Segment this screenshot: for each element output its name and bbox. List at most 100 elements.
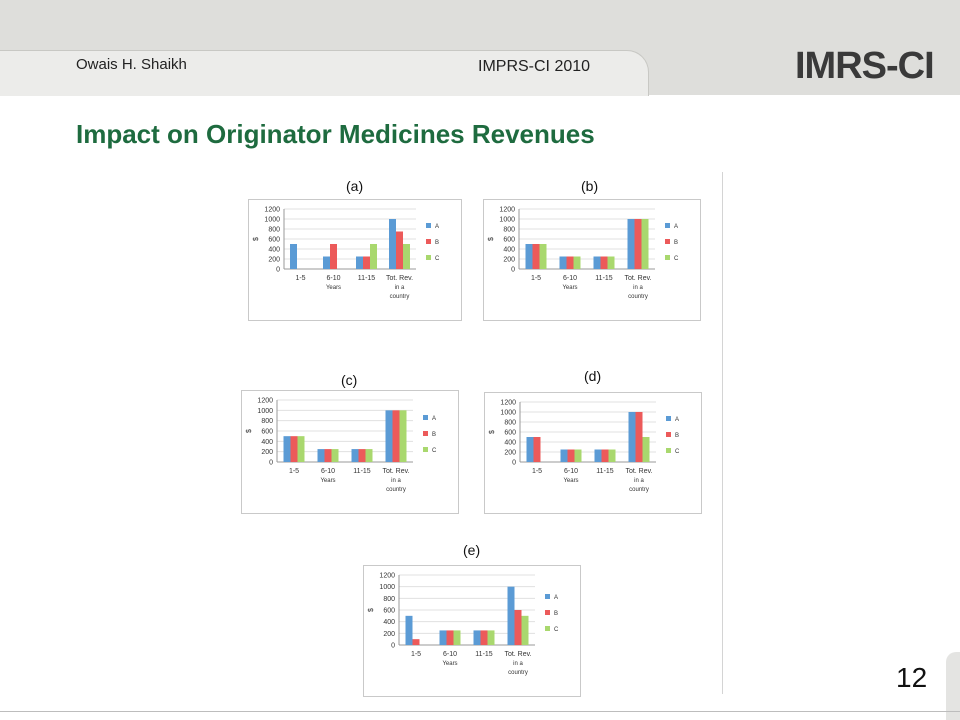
legend-label: C [435,256,440,262]
bar-c [607,256,615,269]
y-tick-label: 0 [512,460,516,467]
bar-a [356,256,363,269]
slide-title: Impact on Originator Medicines Revenues [76,119,595,149]
x-tick-label: 6-10 [326,275,340,282]
y-tick-label: 400 [503,247,515,254]
legend-swatch [665,239,670,244]
y-tick-label: 1200 [499,207,515,214]
bar-b [358,449,366,462]
legend-swatch [666,432,671,437]
footer-line [0,711,960,712]
y-tick-label: 1000 [264,217,280,224]
chart-panel-d: (d) 0 200 400 600 800 1000 1200 $1-5 6-10 11-15 To… [484,368,702,514]
legend-swatch [426,223,431,228]
x-tick-label: 1-5 [289,468,299,475]
legend-label: A [674,224,678,230]
panel-label-c: (c) [341,372,358,388]
x-tick-label: country [386,487,406,493]
author-name: Owais H. Shaikh [76,56,187,73]
x-tick-label: 1-5 [532,468,542,475]
bar-b [532,244,540,269]
x-tick-label: 6-10 [443,651,457,658]
panel-label-d: (d) [584,368,602,384]
x-tick-label: country [629,487,649,493]
bar-b [480,630,488,645]
legend-label: A [432,416,436,422]
header-tab-conference [458,50,649,96]
y-tick-label: 800 [383,596,395,603]
x-tick-label: Tot. Rev. [382,468,409,475]
bar-c [641,219,649,269]
y-tick-label: 0 [391,643,395,650]
legend-swatch [666,416,671,421]
bar-c [487,630,495,645]
panel-label-b: (b) [581,178,599,194]
x-tick-label: country [508,670,528,676]
y-axis-label: $ [488,237,495,241]
page-number: 12 [896,662,928,693]
x-tick-label: in a [633,285,643,291]
chart-panel-c: (c) 0 200 400 600 800 1000 1200 $1-5 6-10 11-15 To… [241,372,459,514]
chart-panel-b: (b) 0 200 400 600 800 1000 1200 $1-5 6-10 11-15 To… [483,178,701,321]
bar-b [635,412,643,462]
bar-c [370,244,377,269]
bar-b [566,256,574,269]
y-tick-label: 1000 [379,584,395,591]
y-tick-label: 400 [504,440,516,447]
legend-swatch [426,255,431,260]
legend-label: A [554,595,558,601]
bar-a [507,586,515,645]
x-tick-label: 11-15 [358,275,375,282]
bar-b [396,231,403,269]
y-axis-label: $ [489,430,496,434]
bar-b [412,639,420,645]
x-tick-label: 11-15 [596,468,613,475]
bar-c [297,436,305,462]
bar-a [525,244,533,269]
bar-c [521,615,529,645]
y-tick-label: 800 [268,227,280,234]
bar-a [627,219,635,269]
x-tick-label: 6-10 [321,468,335,475]
bar-a [405,615,413,645]
chart-frame [483,199,701,321]
y-tick-label: 200 [268,257,280,264]
x-tick-label: 11-15 [475,651,492,658]
legend-label: B [435,240,439,246]
bar-b [634,219,642,269]
x-tick-label: 6-10 [564,468,578,475]
y-tick-label: 600 [503,237,515,244]
bar-c [453,630,461,645]
y-tick-label: 400 [268,247,280,254]
bar-a [290,244,297,269]
x-tick-label: 6-10 [563,275,577,282]
x-tick-label: 1-5 [531,275,541,282]
y-tick-label: 1000 [257,408,273,415]
legend-label: C [674,256,679,262]
chart-c: 0 200 400 600 800 1000 1200 $1-5 6-10 11-15 Tot. R… [241,390,459,514]
legend-swatch [423,415,428,420]
y-tick-label: 800 [503,227,515,234]
y-axis-label: $ [253,237,260,241]
bar-c [539,244,547,269]
chart-frame [363,565,581,697]
legend-label: A [675,417,679,423]
y-tick-label: 200 [504,450,516,457]
x-tick-label: Tot. Rev. [504,651,531,658]
bar-a [385,410,393,462]
y-tick-label: 600 [383,608,395,615]
y-tick-label: 1200 [379,573,395,580]
x-axis-label: Years [320,478,335,484]
conference-name: IMPRS-CI 2010 [478,58,591,75]
chart-d: 0 200 400 600 800 1000 1200 $1-5 6-10 11-15 Tot. R… [484,392,702,514]
bar-c [365,449,373,462]
legend-swatch [665,255,670,260]
chart-a: 0 200 400 600 800 1000 1200 $1-5 6-10 11-15 Tot. R… [248,199,462,321]
bar-a [317,449,325,462]
legend-label: B [432,432,436,438]
y-tick-label: 1200 [500,400,516,407]
legend-label: C [554,627,559,633]
legend-label: B [675,433,679,439]
x-tick-label: 1-5 [411,651,421,658]
x-tick-label: in a [395,285,405,291]
